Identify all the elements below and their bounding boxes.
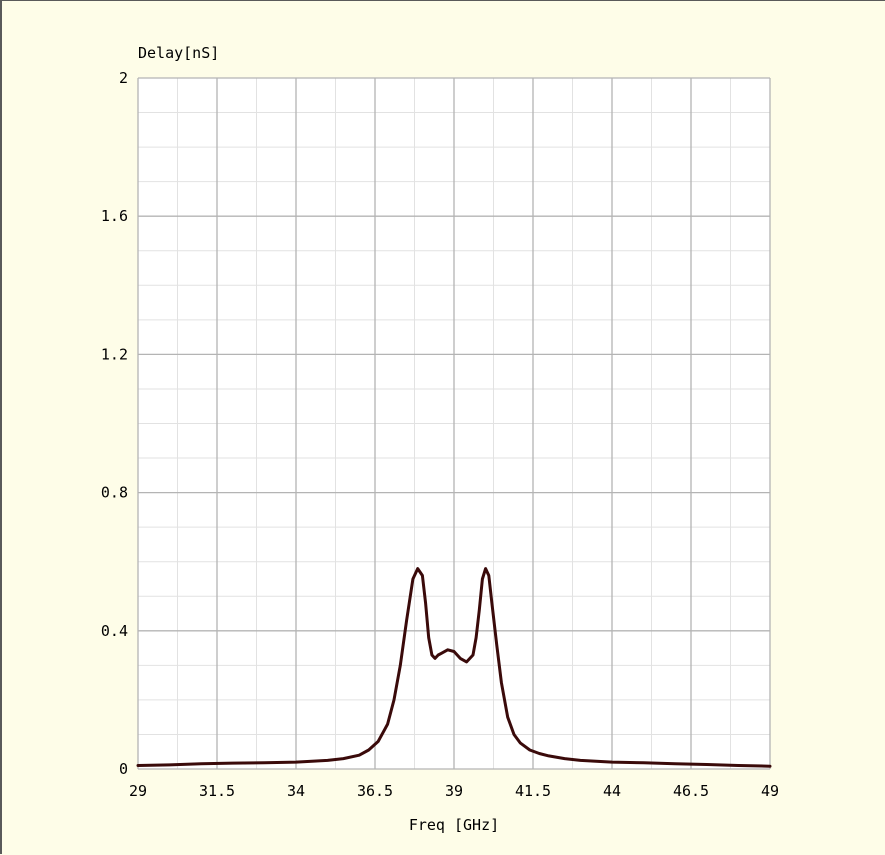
x-tick-label: 39 [445,782,463,800]
y-tick-label: 1.2 [101,345,128,363]
y-tick-label: 0 [119,760,128,778]
y-axis-title: Delay[nS] [138,44,219,62]
x-tick-labels: 29 31.5 34 36.5 39 41.5 44 46.5 49 [129,782,779,800]
y-tick-label: 0.8 [101,484,128,502]
x-tick-label: 49 [761,782,779,800]
x-tick-label: 34 [287,782,305,800]
series-line-delay [136,567,772,768]
y-tick-labels: 0 0.4 0.8 1.2 1.6 2 [101,69,128,778]
x-tick-label: 41.5 [515,782,551,800]
major-grid [137,77,771,770]
x-tick-label: 29 [129,782,147,800]
x-tick-label: 31.5 [199,782,235,800]
y-tick-label: 2 [119,69,128,87]
x-axis-title: Freq [GHz] [409,816,499,834]
y-tick-label: 0.4 [101,622,128,640]
x-tick-label: 36.5 [357,782,393,800]
x-tick-label: 46.5 [673,782,709,800]
y-tick-label: 1.6 [101,207,128,225]
x-tick-label: 44 [603,782,621,800]
